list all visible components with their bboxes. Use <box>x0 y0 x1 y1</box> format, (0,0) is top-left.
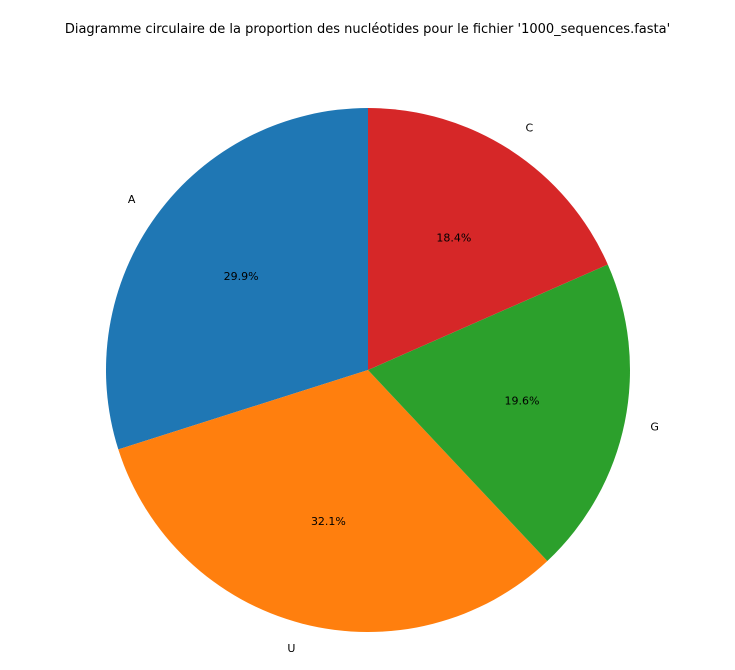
pie-slice-u <box>118 370 548 632</box>
slice-percent-g: 19.6% <box>505 394 540 407</box>
pie-slice-a <box>105 108 369 450</box>
pie-slice-g <box>368 264 630 561</box>
slice-percent-u: 32.1% <box>311 515 346 528</box>
slice-percent-c: 18.4% <box>436 231 471 244</box>
chart-title: Diagramme circulaire de la proportion de… <box>64 22 671 37</box>
pie-slices <box>105 108 630 632</box>
slice-label-u: U <box>287 642 295 655</box>
slice-label-c: C <box>525 122 533 135</box>
slice-label-a: A <box>128 193 136 206</box>
slice-label-g: G <box>650 421 659 434</box>
pie-labels: A 29.9% U 32.1% G 19.6% C 18.4% <box>128 122 659 655</box>
pie-slice-c <box>368 108 608 370</box>
slice-percent-a: 29.9% <box>224 270 259 283</box>
